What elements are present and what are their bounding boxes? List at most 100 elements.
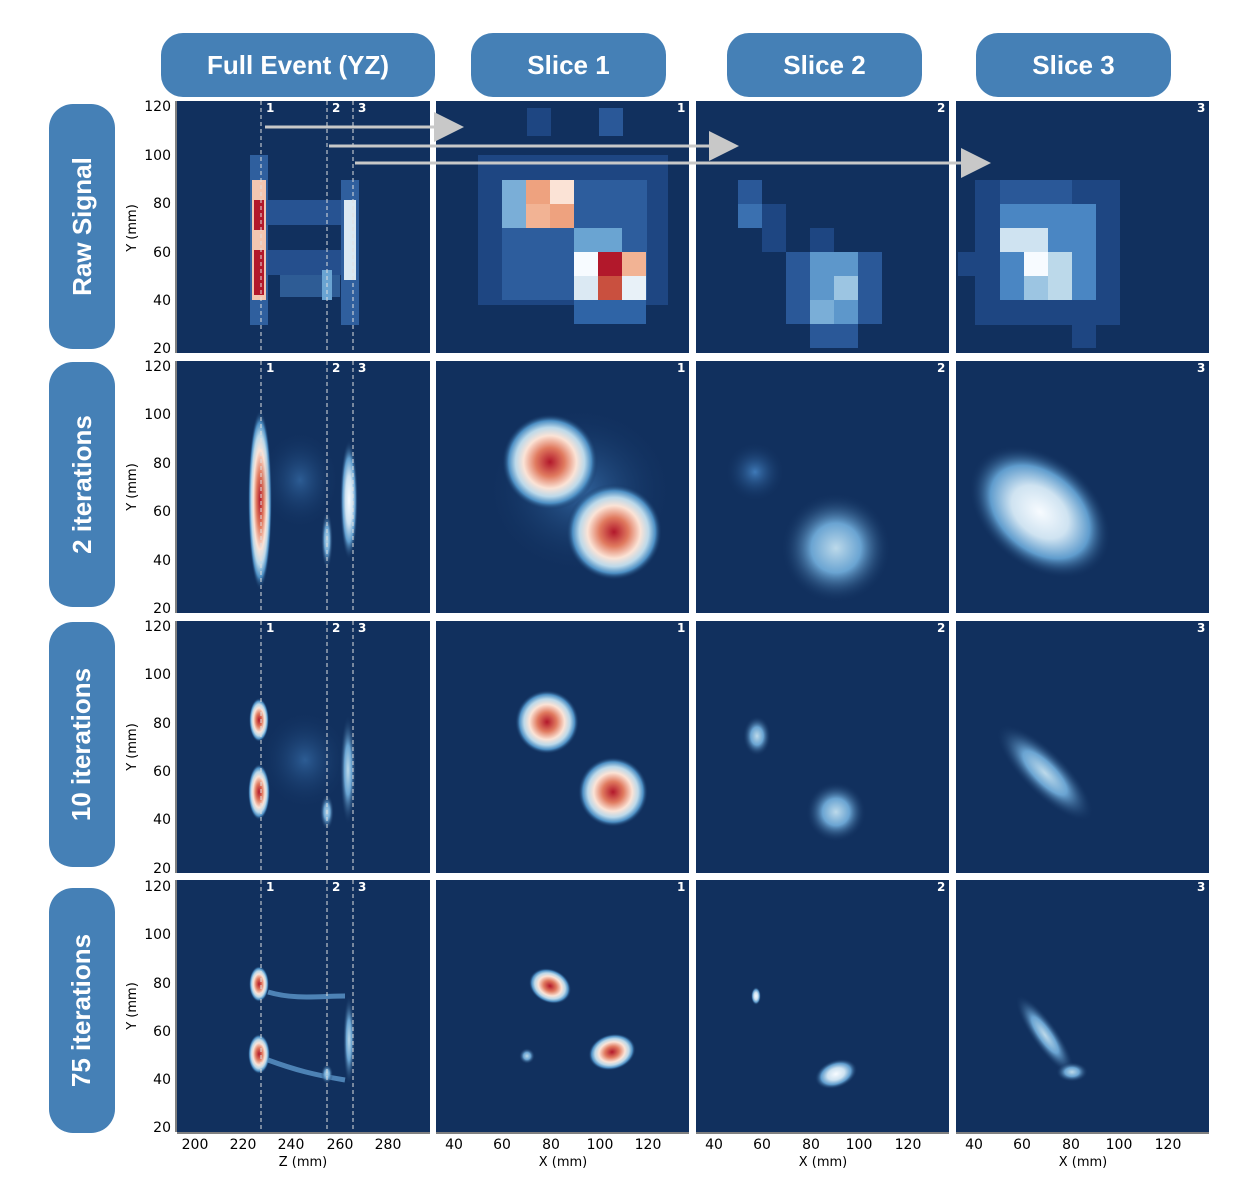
z-tick: 280 (375, 1137, 402, 1153)
slice-marker-1: 1 (266, 880, 274, 894)
row-header-75-iterations: 75 iterations (49, 888, 115, 1133)
x-tick: 100 (587, 1137, 614, 1153)
panel-slice-number: 3 (1197, 880, 1205, 894)
x-tick: 40 (445, 1137, 463, 1153)
panel-slice-number: 1 (677, 361, 685, 375)
column-header-slice-3: Slice 3 (976, 33, 1171, 97)
y-tick: 80 (153, 196, 171, 212)
panel-slice-number: 2 (937, 361, 945, 375)
y-tick: 60 (153, 504, 171, 520)
panel-slice-number: 2 (937, 101, 945, 115)
slice-marker-2: 2 (332, 621, 340, 635)
slice-marker-2: 2 (332, 101, 340, 115)
y-axis-label: Y (mm) (125, 204, 140, 253)
x-tick: 80 (1062, 1137, 1080, 1153)
y-tick: 20 (153, 341, 171, 357)
y-tick: 60 (153, 245, 171, 261)
panel-slice-number: 2 (937, 880, 945, 894)
panel-slice-number: 1 (677, 101, 685, 115)
y-axis-row-3: 120 100 80 60 40 20 Y (mm) (125, 619, 177, 877)
panel-75it-full-event: 1 2 3 (177, 880, 430, 1132)
y-tick: 120 (144, 619, 171, 635)
slice-marker-1: 1 (266, 361, 274, 375)
z-tick: 240 (278, 1137, 305, 1153)
x-tick: 60 (493, 1137, 511, 1153)
slice-marker-1: 1 (266, 101, 274, 115)
x-tick: 120 (1155, 1137, 1182, 1153)
y-tick: 60 (153, 1024, 171, 1040)
y-tick: 120 (144, 359, 171, 375)
column-header-label: Slice 3 (1032, 49, 1115, 80)
y-tick: 100 (144, 667, 171, 683)
slice-marker-2: 2 (332, 880, 340, 894)
slice-marker-3: 3 (358, 361, 366, 375)
y-tick: 80 (153, 456, 171, 472)
y-axis-row-4: 120 100 80 60 40 20 Y (mm) (125, 879, 177, 1136)
panel-raw-slice-3: 3 (956, 101, 1209, 353)
panel-slice-number: 1 (677, 621, 685, 635)
slice-marker-3: 3 (358, 621, 366, 635)
panel-raw-slice-2: 2 (696, 101, 949, 353)
y-tick: 20 (153, 1120, 171, 1136)
y-tick: 40 (153, 1072, 171, 1088)
column-header-label: Slice 2 (783, 49, 866, 80)
x-axis-slice-1: 40 60 80 100 120 X (mm) (436, 1132, 689, 1170)
y-tick: 40 (153, 553, 171, 569)
column-header-slice-2: Slice 2 (727, 33, 922, 97)
z-axis-label: Z (mm) (279, 1155, 328, 1170)
column-header-label: Slice 1 (527, 49, 610, 80)
y-tick: 40 (153, 812, 171, 828)
panel-slice-number: 3 (1197, 361, 1205, 375)
y-axis-row-2: 120 100 80 60 40 20 Y (mm) (125, 359, 177, 617)
x-tick: 40 (705, 1137, 723, 1153)
panel-10it-slice-1: 1 (436, 621, 689, 873)
row-header-raw-signal: Raw Signal (49, 104, 115, 349)
panel-2it-slice-1: 1 (436, 361, 689, 613)
slice-marker-3: 3 (358, 880, 366, 894)
x-tick: 100 (846, 1137, 873, 1153)
panel-75it-slice-2: 2 (696, 880, 949, 1132)
panel-slice-number: 1 (677, 880, 685, 894)
y-tick: 80 (153, 976, 171, 992)
x-tick: 60 (1013, 1137, 1031, 1153)
y-tick: 120 (144, 879, 171, 895)
z-axis: 200 220 240 260 280 Z (mm) (177, 1132, 430, 1170)
panel-2it-slice-2: 2 (696, 361, 949, 613)
panel-raw-full-event: 1 2 3 (177, 101, 430, 353)
x-axis-label: X (mm) (1059, 1155, 1108, 1170)
column-header-full-event: Full Event (YZ) (161, 33, 435, 97)
y-tick: 80 (153, 716, 171, 732)
panel-10it-full-event: 1 2 3 (177, 621, 430, 873)
y-axis-row-1: 120 100 80 60 40 20 Y (mm) (125, 99, 177, 357)
panel-2it-slice-3: 3 (956, 361, 1209, 613)
x-tick: 40 (965, 1137, 983, 1153)
y-tick: 100 (144, 407, 171, 423)
x-tick: 120 (635, 1137, 662, 1153)
column-header-label: Full Event (YZ) (207, 49, 389, 80)
y-tick: 60 (153, 764, 171, 780)
z-tick: 260 (327, 1137, 354, 1153)
panel-raw-slice-1: 1 (436, 101, 689, 353)
y-axis-label: Y (mm) (125, 982, 140, 1031)
panel-10it-slice-2: 2 (696, 621, 949, 873)
x-tick: 100 (1106, 1137, 1133, 1153)
y-axis-label: Y (mm) (125, 463, 140, 512)
y-tick: 40 (153, 293, 171, 309)
column-header-slice-1: Slice 1 (471, 33, 666, 97)
y-tick: 100 (144, 927, 171, 943)
x-tick: 120 (895, 1137, 922, 1153)
y-axis-label: Y (mm) (125, 723, 140, 772)
row-header-2-iterations: 2 iterations (49, 362, 115, 607)
panel-slice-number: 3 (1197, 621, 1205, 635)
panel-75it-slice-1: 1 (436, 880, 689, 1132)
slice-marker-3: 3 (358, 101, 366, 115)
row-header-10-iterations: 10 iterations (49, 622, 115, 867)
slice-marker-2: 2 (332, 361, 340, 375)
z-tick: 220 (230, 1137, 257, 1153)
y-tick: 100 (144, 148, 171, 164)
panel-2it-full-event: 1 2 3 (177, 361, 430, 613)
slice-marker-1: 1 (266, 621, 274, 635)
x-tick: 80 (542, 1137, 560, 1153)
z-tick: 200 (182, 1137, 209, 1153)
